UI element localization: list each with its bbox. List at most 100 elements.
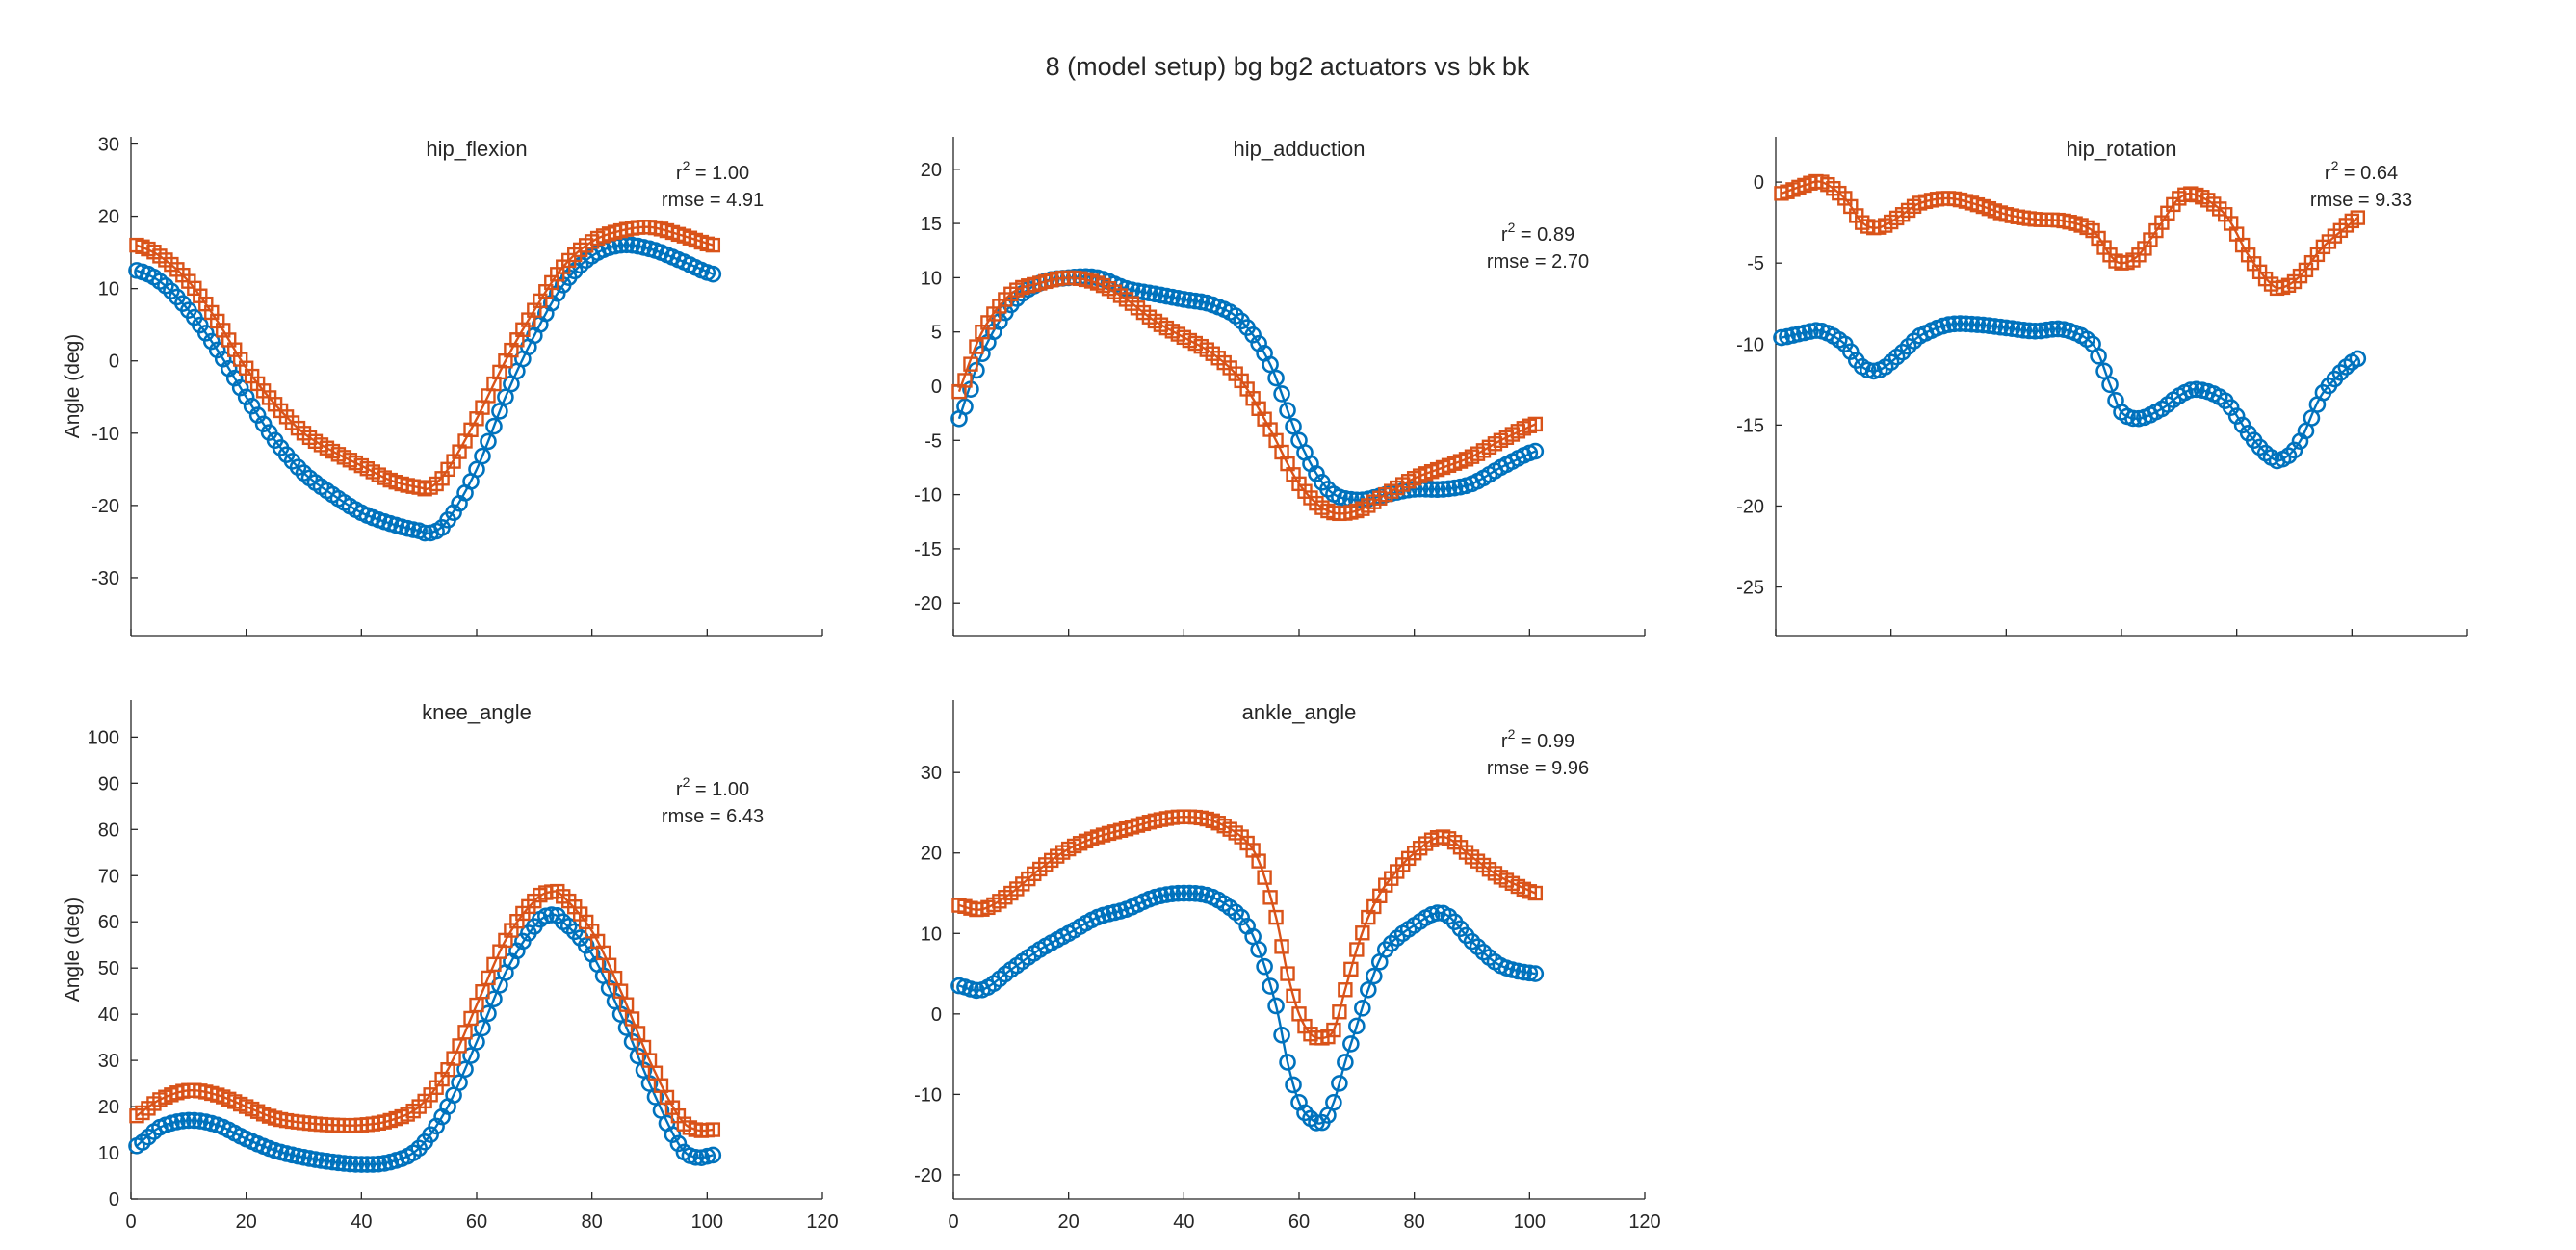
y-tick-label: 10 [921, 924, 942, 945]
data-point-circle [2182, 381, 2199, 399]
figure-title: 8 (model setup) bg bg2 actuators vs bk b… [1046, 52, 1530, 81]
data-point-circle [1267, 369, 1285, 387]
data-point-square [624, 1011, 640, 1027]
data-point-circle [1175, 884, 1193, 902]
y-tick-label: 0 [109, 352, 119, 373]
data-point-circle [1262, 355, 1279, 374]
data-point-circle [456, 1060, 474, 1079]
data-point-square [1349, 942, 1365, 957]
data-point-circle [1939, 316, 1958, 333]
subplot-title: hip_rotation [2067, 137, 2177, 161]
y-tick-label: -20 [1736, 496, 1764, 517]
y-tick-label: 60 [98, 912, 119, 933]
data-point-circle [1968, 316, 1987, 333]
rmse-annotation: rmse = 4.91 [662, 190, 764, 211]
data-point-circle [1256, 957, 1273, 976]
rmse-annotation: rmse = 9.33 [2310, 190, 2412, 211]
rmse-annotation: rmse = 2.70 [1487, 251, 1589, 273]
data-point-square [1355, 925, 1370, 941]
data-point-circle [318, 1153, 336, 1170]
subplot-knee-angle: 0 10 20 30 40 50 60 70 80 90 100 0 20 40 60 80 100 120 kne… [62, 700, 839, 1233]
data-point-circle [1360, 980, 1377, 999]
data-point-circle [289, 458, 307, 477]
y-tick-label: 30 [98, 1051, 119, 1072]
data-point-circle [1521, 964, 1539, 982]
y-tick-label: -15 [914, 539, 942, 560]
data-point-circle [1974, 316, 1992, 334]
data-point-circle [1354, 1000, 1371, 1017]
data-point-circle [1997, 319, 2016, 337]
data-point-circle [324, 1153, 342, 1171]
rmse-annotation: rmse = 6.43 [662, 806, 764, 827]
data-point-square [1286, 988, 1301, 1004]
data-point-circle [329, 1154, 348, 1172]
data-point-square [2350, 210, 2366, 225]
y-tick-label: 0 [1754, 172, 1764, 194]
y-tick-label: 30 [921, 763, 942, 784]
x-tick-label: 40 [351, 1211, 372, 1233]
data-point-circle [704, 265, 722, 283]
data-point-circle [968, 981, 985, 1000]
data-point-circle [623, 236, 641, 254]
y-tick-label: -5 [924, 430, 942, 452]
data-point-circle [462, 1047, 480, 1064]
y-axis-label: Angle (deg) [62, 334, 84, 439]
data-point-circle [254, 415, 273, 433]
data-point-circle [1337, 1054, 1354, 1071]
data-point-circle [2187, 380, 2205, 399]
data-point-square [1262, 890, 1278, 905]
data-point-circle [352, 1156, 371, 1173]
r-squared-annotation: r2 = 0.99 [1501, 726, 1574, 752]
data-point-circle [1428, 904, 1446, 922]
subplot-ankle-angle: -20 -10 0 10 20 30 0 20 40 60 80 100 120 ankle_angler… [914, 700, 1661, 1233]
y-tick-label: -20 [914, 1165, 942, 1186]
y-tick-label: 15 [921, 214, 942, 235]
data-point-circle [2124, 409, 2142, 428]
y-tick-label: -5 [1747, 253, 1764, 274]
series-line [1781, 322, 2359, 462]
data-point-circle [335, 1155, 353, 1172]
rmse-annotation: rmse = 9.96 [1487, 758, 1589, 779]
data-point-circle [2303, 409, 2321, 427]
data-point-circle [1175, 291, 1193, 308]
data-point-square [1280, 966, 1295, 981]
y-tick-label: -20 [91, 496, 119, 517]
data-point-circle [468, 1033, 485, 1051]
data-point-circle [1186, 292, 1205, 310]
data-point-circle [1365, 967, 1383, 985]
data-point-circle [1279, 1054, 1296, 1071]
data-point-circle [1244, 326, 1262, 344]
data-point-circle [1181, 292, 1199, 309]
series-square [951, 809, 1544, 1046]
data-point-square [1251, 853, 1266, 869]
data-point-circle [180, 1111, 197, 1130]
data-point-circle [687, 1149, 705, 1166]
data-point-circle [1163, 885, 1182, 902]
x-tick-label: 40 [1173, 1211, 1194, 1233]
data-point-circle [2032, 322, 2050, 340]
series-square [129, 883, 721, 1138]
data-point-circle [1296, 1104, 1314, 1122]
data-point-circle [1991, 318, 2010, 336]
series-square [129, 220, 721, 497]
data-point-square [457, 1025, 473, 1040]
data-point-circle [370, 1155, 388, 1173]
data-point-square [705, 1122, 721, 1137]
data-point-circle [1526, 965, 1545, 982]
data-point-circle [1273, 1026, 1290, 1044]
y-tick-label: 20 [921, 844, 942, 865]
y-tick-label: -10 [91, 424, 119, 445]
data-point-circle [1325, 1093, 1342, 1111]
y-tick-label: 30 [98, 135, 119, 156]
series-line [958, 892, 1536, 1125]
data-point-circle [1285, 417, 1302, 435]
series-square [1774, 173, 2366, 297]
y-tick-label: 0 [931, 1004, 942, 1026]
data-point-circle [480, 1004, 497, 1023]
data-point-circle [485, 417, 503, 435]
data-point-circle [1140, 284, 1158, 302]
x-tick-label: 100 [691, 1211, 723, 1233]
data-point-square [630, 1026, 646, 1041]
data-point-circle [1515, 963, 1533, 981]
